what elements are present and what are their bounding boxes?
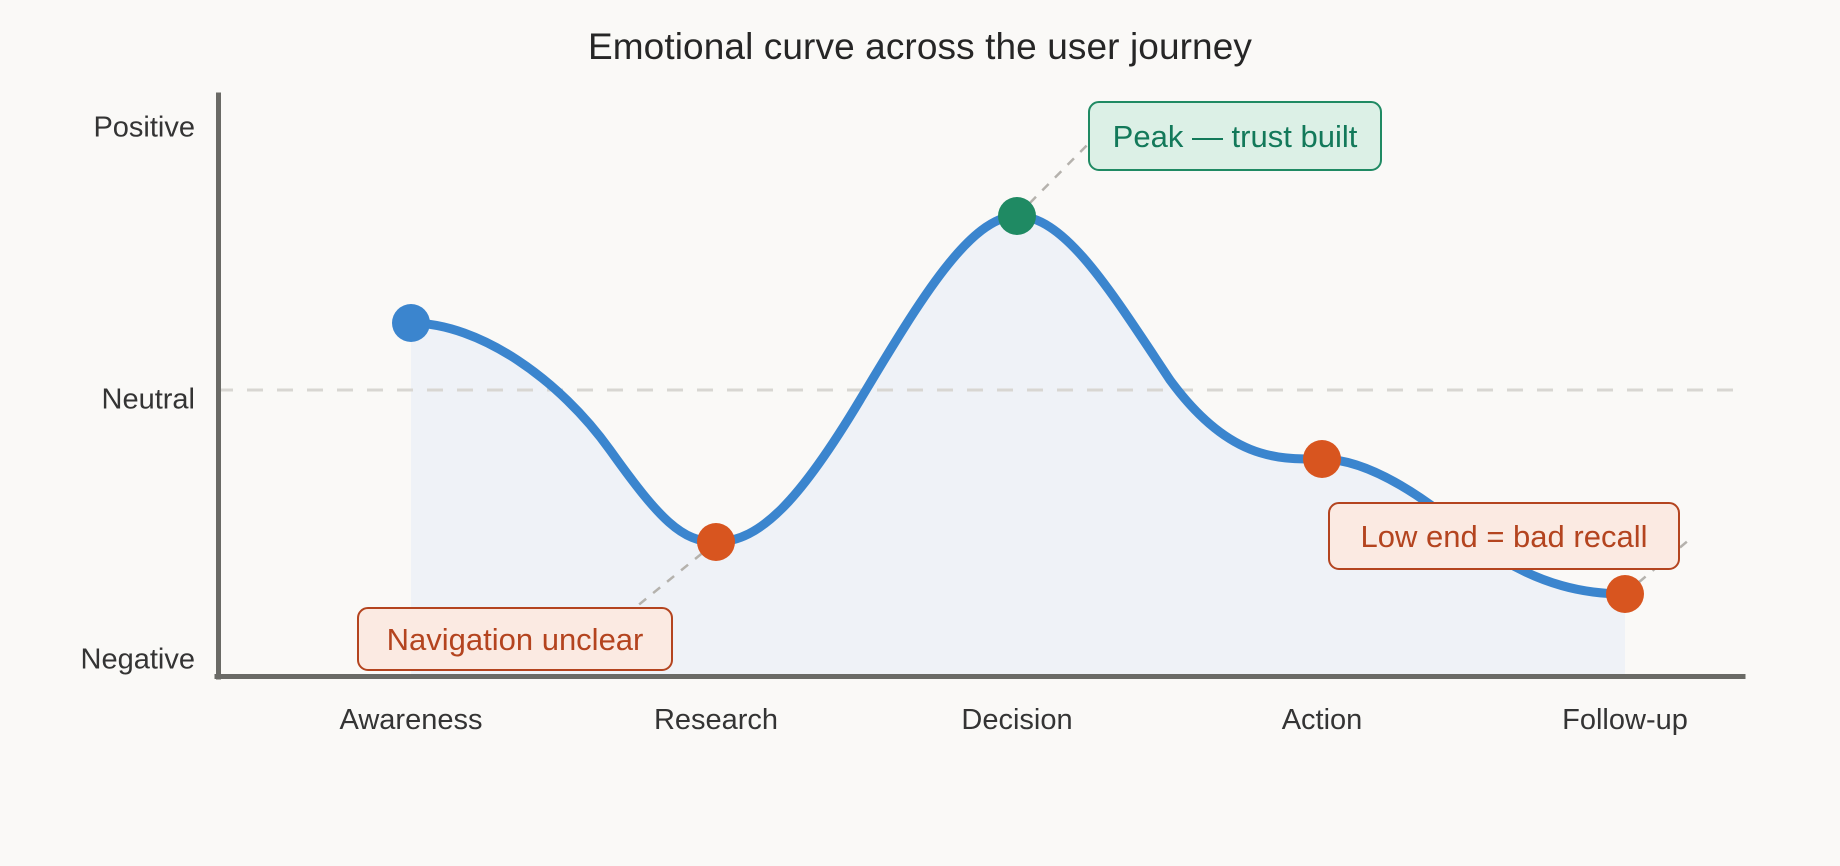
- data-point-awareness[interactable]: [392, 304, 430, 342]
- data-point-followup[interactable]: [1606, 575, 1644, 613]
- x-tick-label-decision: Decision: [961, 704, 1073, 736]
- y-tick-label-negative: Negative: [80, 643, 195, 676]
- leader-line-decision: [1016, 129, 1103, 217]
- annotation-navigation-unclear[interactable]: Navigation unclear: [357, 607, 673, 671]
- chart-title: Emotional curve across the user journey: [587, 26, 1253, 67]
- x-tick-label-followup: Follow-up: [1562, 704, 1688, 736]
- data-point-action[interactable]: [1303, 440, 1341, 478]
- data-point-research[interactable]: [697, 523, 735, 561]
- data-point-decision[interactable]: [998, 197, 1036, 235]
- annotation-low-end-bad-recall[interactable]: Low end = bad recall: [1328, 502, 1680, 570]
- x-tick-label-action: Action: [1281, 704, 1363, 736]
- annotation-peak-trust-built[interactable]: Peak — trust built: [1088, 101, 1382, 171]
- y-tick-label-positive: Positive: [93, 111, 195, 144]
- x-tick-label-awareness: Awareness: [339, 704, 483, 736]
- y-tick-label-neutral: Neutral: [101, 383, 196, 416]
- area-fill: [411, 216, 1625, 676]
- x-tick-label-research: Research: [653, 704, 779, 736]
